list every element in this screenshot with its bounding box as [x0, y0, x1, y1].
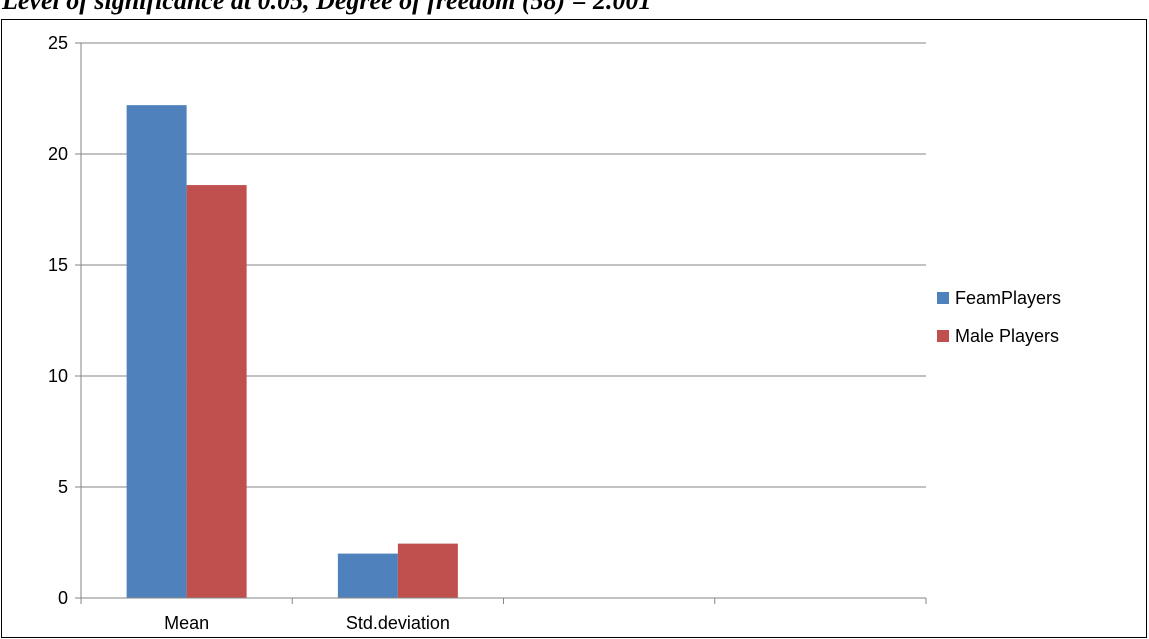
category-labels: Mean Std.deviation [164, 613, 450, 633]
y-tick-label: 5 [58, 477, 68, 497]
category-label: Std.deviation [346, 613, 450, 633]
chart-frame: 0 5 10 15 20 25 Mean Std.deviation FeamPlayers… [1, 19, 1147, 638]
legend-swatch [937, 292, 949, 304]
y-tick-labels: 0 5 10 15 20 25 [48, 33, 68, 608]
legend-swatch [937, 330, 949, 342]
legend-label: Male Players [955, 326, 1059, 346]
y-tick-label: 10 [48, 366, 68, 386]
bar-male-players [186, 185, 247, 598]
axes [75, 42, 927, 604]
chart-heading: Level of significance at 0.05, Degree of… [2, 0, 652, 15]
bars [126, 105, 458, 598]
legend-label: FeamPlayers [955, 288, 1061, 308]
bar-feamplayers [337, 553, 398, 598]
y-tick-label: 25 [48, 33, 68, 53]
y-tick-label: 20 [48, 144, 68, 164]
bar-chart: 0 5 10 15 20 25 Mean Std.deviation FeamPlayers… [48, 33, 1061, 633]
y-tick-label: 0 [58, 588, 68, 608]
legend: FeamPlayers Male Players [937, 288, 1061, 346]
bar-feamplayers [126, 105, 187, 598]
y-tick-label: 15 [48, 255, 68, 275]
bar-male-players [397, 543, 458, 598]
category-label: Mean [164, 613, 209, 633]
